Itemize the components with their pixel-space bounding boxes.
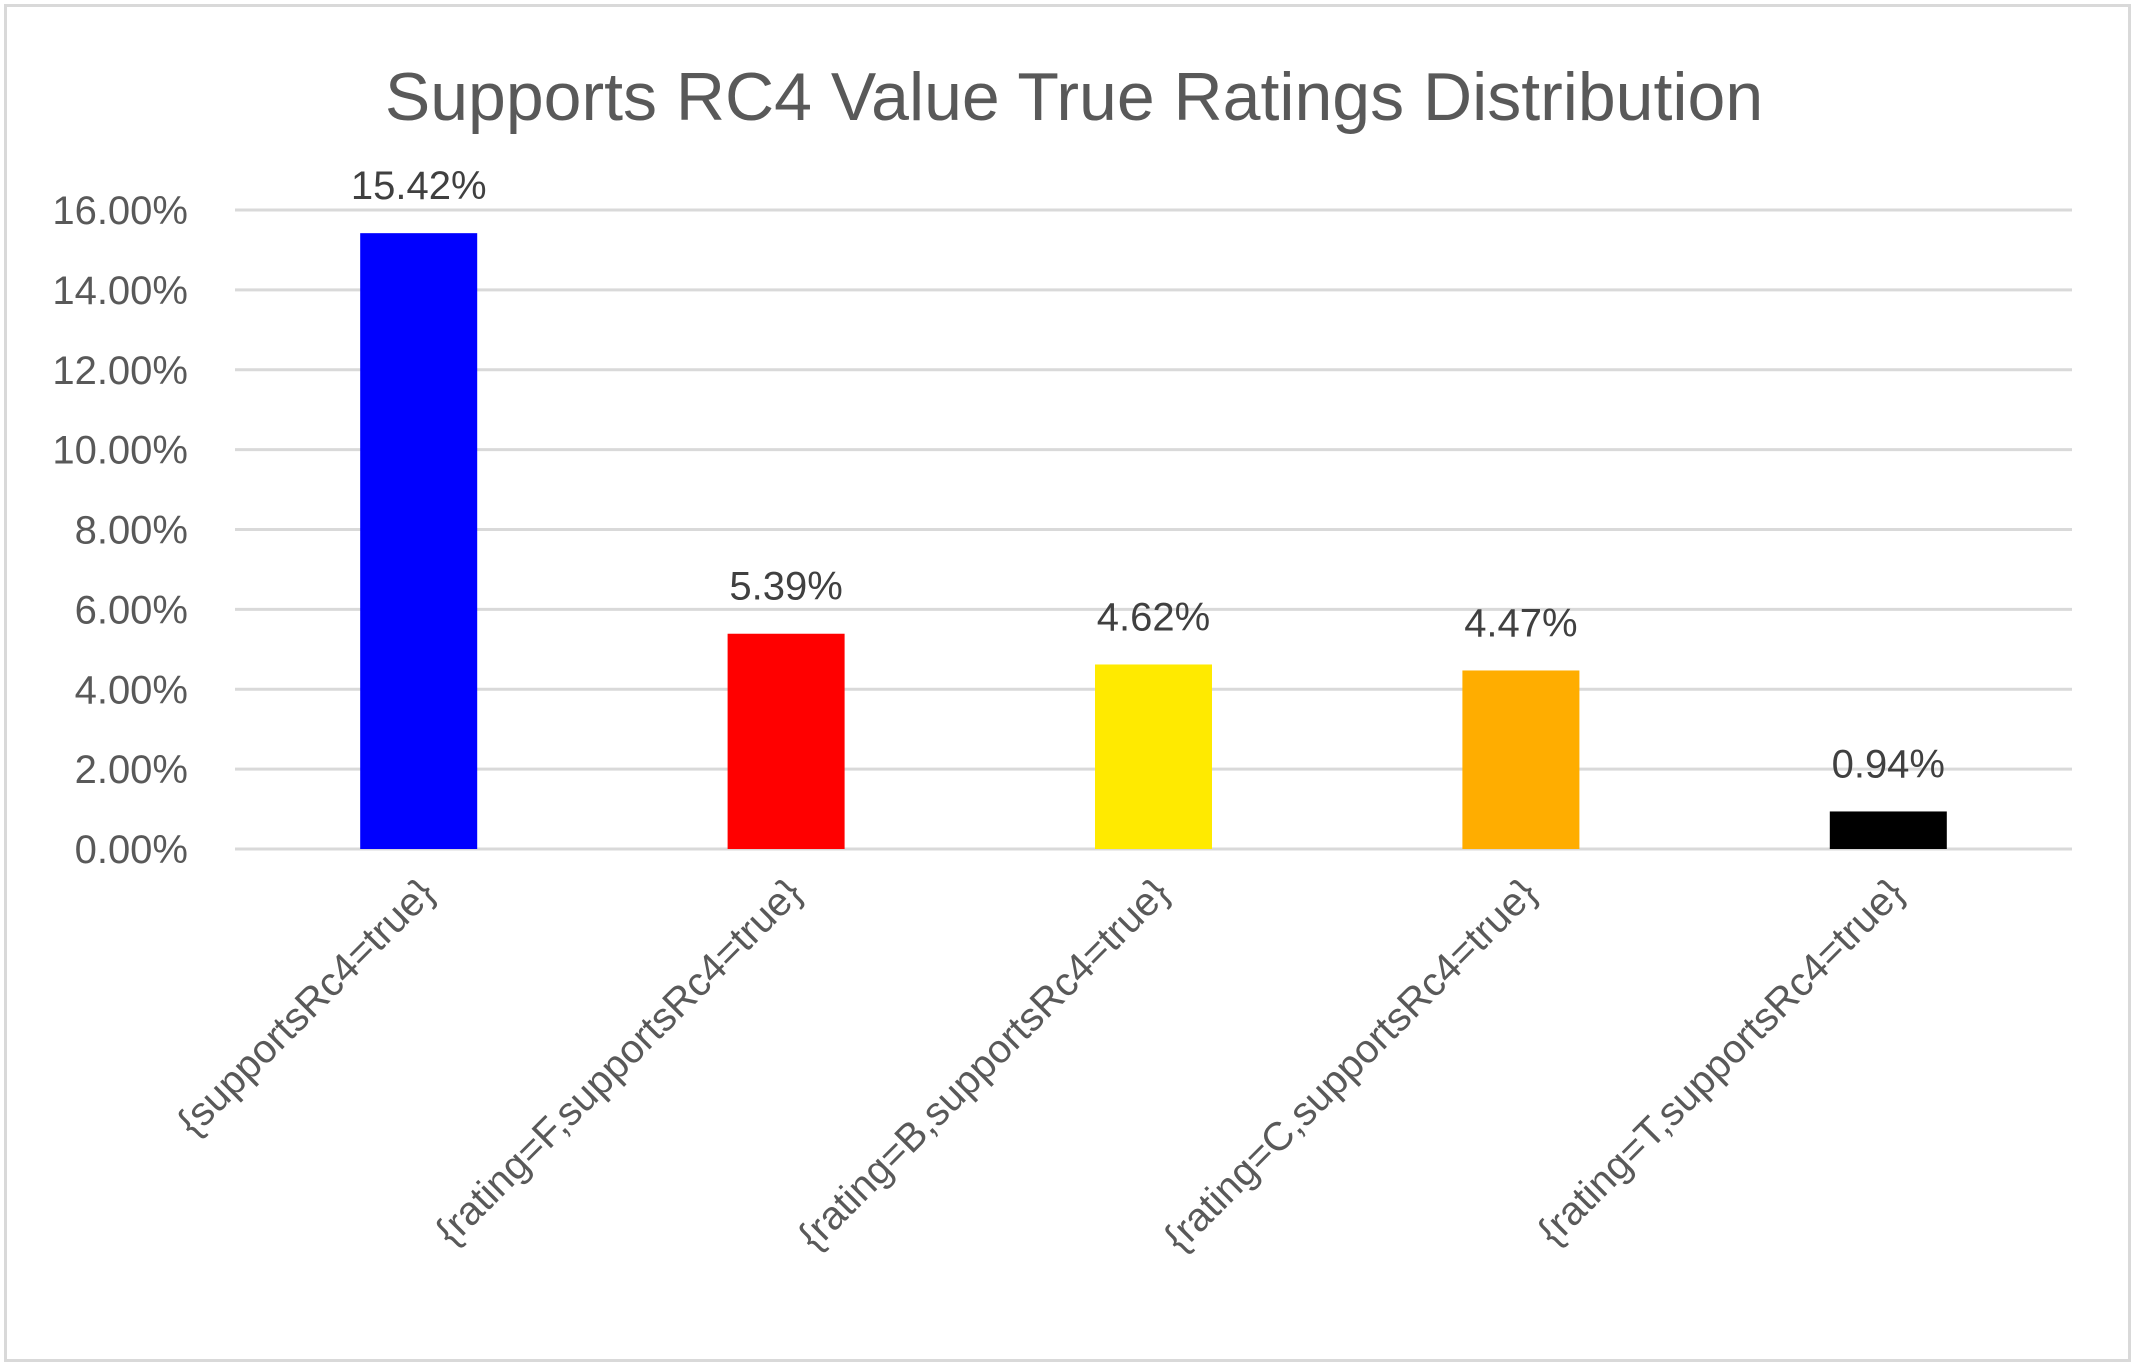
chart-frame bbox=[4, 4, 2131, 1362]
chart-title: Supports RC4 Value True Ratings Distribu… bbox=[385, 59, 1763, 135]
bar bbox=[727, 633, 845, 849]
gridlines bbox=[235, 208, 2072, 851]
x-tick-label: {rating=B,supportsRc4=true} bbox=[790, 870, 1178, 1258]
y-tick-label: 0.00% bbox=[75, 828, 188, 872]
y-tick-label: 2.00% bbox=[75, 748, 188, 792]
y-tick-label: 6.00% bbox=[75, 588, 188, 632]
data-label: 15.42% bbox=[351, 164, 487, 208]
bar bbox=[360, 233, 478, 849]
data-label: 4.47% bbox=[1464, 601, 1577, 645]
y-axis-ticks: 0.00% 2.00% 4.00% 6.00% 8.00% 10.00% 12.00% 14.… bbox=[52, 189, 188, 872]
x-tick-label: {supportsRc4=true} bbox=[169, 870, 443, 1144]
bar bbox=[1462, 670, 1580, 849]
y-tick-label: 16.00% bbox=[52, 189, 188, 233]
bar bbox=[1829, 811, 1947, 849]
y-tick-label: 8.00% bbox=[75, 509, 188, 553]
x-tick-label: {rating=C,supportsRc4=true} bbox=[1156, 870, 1546, 1260]
data-labels: 15.42% 5.39% 4.62% 4.47% 0.94% bbox=[351, 164, 1945, 786]
y-tick-label: 4.00% bbox=[75, 668, 188, 712]
data-label: 0.94% bbox=[1832, 742, 1945, 786]
x-tick-label: {rating=T,supportsRc4=true} bbox=[1529, 870, 1912, 1253]
data-label: 4.62% bbox=[1097, 595, 1210, 639]
y-tick-label: 12.00% bbox=[52, 349, 188, 393]
y-tick-label: 10.00% bbox=[52, 429, 188, 473]
y-tick-label: 14.00% bbox=[52, 269, 188, 313]
bar bbox=[1095, 664, 1212, 849]
data-label: 5.39% bbox=[729, 565, 842, 609]
x-axis-ticks: {supportsRc4=true}{rating=F,supportsRc4=… bbox=[169, 870, 1913, 1260]
x-tick-label: {rating=F,supportsRc4=true} bbox=[427, 870, 810, 1253]
bars bbox=[360, 233, 1947, 849]
